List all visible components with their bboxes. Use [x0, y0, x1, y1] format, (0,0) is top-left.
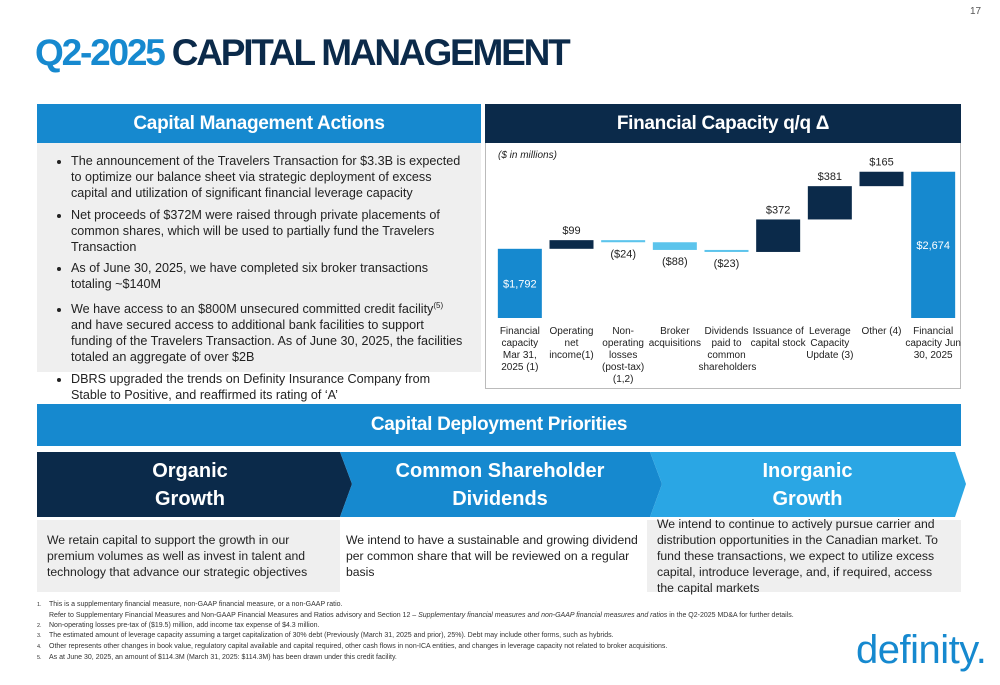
- bar: [704, 249, 749, 252]
- bar: [549, 240, 594, 249]
- footnote-text: Refer to Supplementary Financial Measure…: [49, 611, 419, 619]
- priority-text: We intend to continue to actively pursue…: [647, 517, 961, 595]
- footnote-ref: (5): [433, 300, 444, 310]
- chart: ($ in millions) $1,792 $99 ($24) ($88) ($23)…: [497, 150, 956, 318]
- bar: [807, 186, 852, 220]
- footnote-text: Supplementary financial measures and non…: [418, 611, 668, 619]
- category-label: Other (4): [861, 326, 902, 337]
- category-label: Operating net income(1): [549, 326, 594, 361]
- bullet-text: We have access to an $800M unsecured com…: [71, 301, 434, 316]
- bullet: As of June 30, 2025, we have completed s…: [71, 260, 465, 292]
- title-main: CAPITAL MANAGEMENT: [171, 32, 571, 73]
- priority-title: Organic Growth: [40, 457, 340, 513]
- title: Q2-2025 CAPITAL MANAGEMENT: [35, 32, 571, 74]
- category-label: Financial capacity Jun 30, 2025: [905, 326, 961, 361]
- actions-panel: The announcement of the Travelers Transa…: [37, 143, 481, 402]
- chart-subtitle: ($ in millions): [498, 150, 557, 161]
- footnote: 2. Non-operating losses pre-tax of ($19.5…: [37, 621, 794, 632]
- chevrons: [37, 452, 966, 517]
- priority-text: We intend to have a sustainable and grow…: [346, 533, 638, 579]
- bullet: The announcement of the Travelers Transa…: [71, 153, 465, 202]
- line: Growth: [772, 488, 843, 510]
- footnote-number: 2.: [37, 622, 42, 629]
- value-label: $165: [869, 157, 893, 169]
- footnote-text: As at June 30, 2025, an amount of $114.3…: [49, 653, 397, 661]
- value-label: $99: [562, 225, 580, 237]
- line: Inorganic: [762, 460, 853, 482]
- value-label: $2,674: [916, 240, 950, 252]
- bullet: Net proceeds of $372M were raised throug…: [71, 207, 465, 256]
- category-label: Financial capacity Mar 31, 2025 (1): [499, 326, 540, 373]
- footnote-number: 3.: [37, 633, 42, 640]
- value-label: $372: [766, 204, 790, 216]
- bar: [652, 242, 697, 250]
- value-label: ($24): [610, 248, 636, 260]
- chevron: [37, 452, 352, 517]
- actions-heading: Capital Management Actions: [37, 104, 481, 143]
- value-label: $1,792: [503, 278, 537, 290]
- value-label: $381: [818, 171, 842, 183]
- category-label: Issuance of capital stock: [750, 326, 806, 349]
- line: Organic: [152, 460, 228, 482]
- bullet: We have access to an $800M unsecured com…: [71, 298, 465, 366]
- footnote: 1. This is a supplementary financial meas…: [37, 600, 794, 611]
- chart-heading: Financial Capacity q/q Δ: [485, 104, 961, 143]
- line: Dividends: [452, 488, 548, 510]
- category-label: Dividends paid to common shareholders: [698, 326, 757, 373]
- line: Growth: [155, 488, 225, 510]
- bar: [497, 248, 542, 318]
- page-number: 17: [970, 6, 982, 17]
- chart-panel: ($ in millions) $1,792 $99 ($24) ($88) ($23)…: [485, 143, 961, 389]
- bullet-text: and have secured access to additional ba…: [71, 318, 463, 365]
- footnote-number: 1.: [37, 602, 42, 608]
- footnote: 5. As at June 30, 2025, an amount of $114…: [37, 653, 794, 664]
- priorities-heading: Capital Deployment Priorities: [37, 404, 961, 446]
- bar: [756, 219, 801, 252]
- chevron: [650, 452, 966, 517]
- priority-title: Inorganic Growth: [660, 457, 955, 513]
- footnote: 4. Other represents other changes in book…: [37, 642, 794, 653]
- value-label: ($88): [662, 256, 688, 268]
- category-label: Non-operating losses (post-tax)(1,2): [602, 326, 645, 385]
- footnote: Refer to Supplementary Financial Measure…: [37, 611, 794, 621]
- bar: [601, 240, 646, 243]
- bullet: DBRS upgraded the trends on Definity Ins…: [71, 371, 465, 403]
- logo: definity.: [856, 628, 987, 672]
- footnote-text: This is a supplementary financial measur…: [49, 601, 343, 608]
- footnote-text: Other represents other changes in book v…: [49, 643, 668, 651]
- priority-title: Common Shareholder Dividends: [350, 457, 650, 513]
- line: Common Shareholder: [395, 460, 605, 482]
- footnote: 3. The estimated amount of leverage capac…: [37, 631, 794, 642]
- footnote-number: 5.: [37, 654, 42, 661]
- category-label: Leverage Capacity Update (3): [806, 326, 854, 361]
- title-prefix: Q2-2025: [35, 32, 166, 73]
- chevron: [340, 452, 662, 517]
- bar: [911, 171, 956, 318]
- footnote-number: 4.: [37, 644, 42, 651]
- footnote-text: in the Q2-2025 MD&A for further details.: [667, 611, 794, 619]
- footnotes: 1. This is a supplementary financial meas…: [37, 600, 794, 664]
- bar: [859, 171, 904, 187]
- footnote-text: Non-operating losses pre-tax of ($19.5) …: [49, 621, 320, 629]
- category-label: Broker acquisitions: [648, 326, 701, 349]
- footnote-text: The estimated amount of leverage capacit…: [49, 632, 614, 640]
- value-label: ($23): [714, 258, 740, 270]
- priority-text: We retain capital to support the growth …: [37, 520, 340, 592]
